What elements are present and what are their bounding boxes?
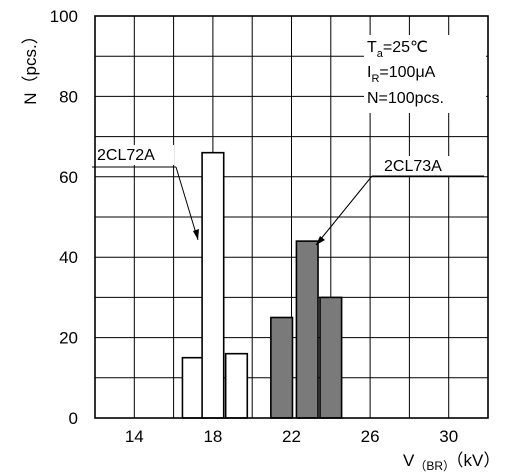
x-tick-label: 18	[203, 427, 222, 446]
grid	[95, 16, 488, 418]
condition-ta-sub: a	[377, 48, 384, 60]
series-label-2cl73a: 2CL73A	[384, 158, 442, 175]
plot-frame	[94, 15, 489, 419]
svg-text:IR=100μA: IR=100μA	[367, 64, 436, 85]
x-tick-label: 14	[125, 427, 144, 446]
x-tick-label: 30	[439, 427, 458, 446]
bar	[201, 151, 225, 419]
series-label-2cl72a: 2CL72A	[97, 147, 155, 164]
x-axis-label-main: V	[403, 451, 415, 470]
y-tick-label: 40	[59, 248, 78, 267]
x-tick-label: 22	[282, 427, 301, 446]
condition-ta-rest: =25℃	[383, 39, 428, 56]
y-tick-label: 20	[59, 329, 78, 348]
bar	[295, 240, 319, 419]
conditions-box: Ta=25℃ IR=100μA N=100pcs.	[364, 35, 486, 113]
bar	[270, 316, 294, 419]
label-2cl73a-group: 2CL73A	[315, 156, 484, 246]
condition-ir-main: I	[367, 64, 371, 81]
y-tick-labels: 0 20 40 60 80 100	[50, 7, 78, 428]
bar	[319, 296, 343, 419]
x-tick-label: 26	[361, 427, 380, 446]
y-tick-label: 80	[59, 87, 78, 106]
condition-n: N=100pcs.	[367, 90, 444, 107]
bar	[181, 356, 205, 419]
condition-ta-main: T	[367, 39, 377, 56]
condition-ir-sub: R	[371, 73, 379, 85]
y-tick-label: 100	[50, 7, 78, 26]
bars	[181, 151, 343, 419]
y-tick-label: 0	[69, 409, 78, 428]
x-tick-labels: 14 18 22 26 30	[125, 427, 458, 446]
y-tick-label: 60	[59, 168, 78, 187]
condition-ir-rest: =100μA	[379, 64, 435, 81]
x-axis-label-sub: （BR）	[414, 459, 455, 473]
x-axis-label: V（BR）（kV）	[403, 451, 500, 473]
x-axis-label-unit: （kV）	[455, 451, 500, 470]
y-axis-label: N（pcs.）	[21, 27, 40, 104]
svg-text:Ta=25℃: Ta=25℃	[367, 39, 428, 60]
svg-text:V（BR）（kV）: V（BR）（kV）	[403, 451, 500, 473]
bar	[224, 352, 249, 419]
label-2cl72a-group: 2CL72A	[92, 145, 199, 241]
